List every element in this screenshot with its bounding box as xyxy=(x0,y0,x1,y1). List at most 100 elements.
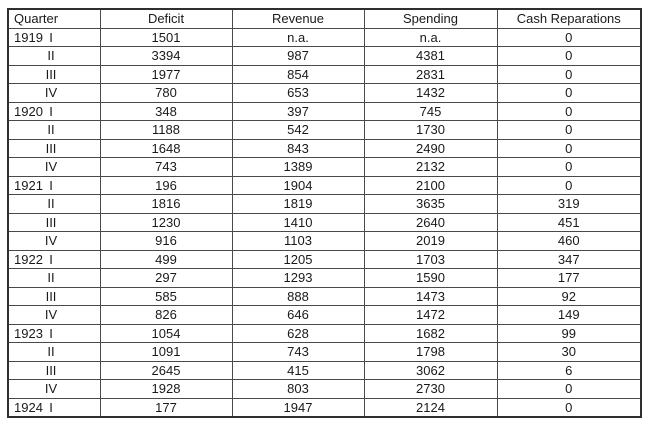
cell-spending: n.a. xyxy=(363,27,498,47)
cell-revenue: 843 xyxy=(231,138,365,158)
cell-deficit: 1977 xyxy=(99,64,233,84)
cell-deficit: 297 xyxy=(99,268,233,288)
cell-cash-reparations: 0 xyxy=(496,157,642,177)
cell-cash-reparations: 319 xyxy=(496,194,642,214)
column-header-cash-reparations: Cash Reparations xyxy=(496,8,642,29)
cell-revenue: 1410 xyxy=(231,212,365,232)
cell-quarter: 1920 I xyxy=(7,101,101,121)
cell-spending: 2490 xyxy=(363,138,498,158)
column-header-revenue: Revenue xyxy=(231,8,365,29)
year-label: 1920 xyxy=(14,103,43,119)
cell-spending: 2132 xyxy=(363,157,498,177)
cell-spending: 1432 xyxy=(363,83,498,103)
quarter-numeral: II xyxy=(47,196,55,211)
cell-quarter: IV xyxy=(7,157,101,177)
cell-spending: 1703 xyxy=(363,249,498,269)
cell-revenue: 743 xyxy=(231,342,365,362)
cell-revenue: 542 xyxy=(231,120,365,140)
cell-deficit: 1230 xyxy=(99,212,233,232)
cell-deficit: 196 xyxy=(99,175,233,195)
cell-quarter: IV xyxy=(7,83,101,103)
cell-deficit: 585 xyxy=(99,286,233,306)
cell-revenue: 803 xyxy=(231,379,365,399)
cell-cash-reparations: 0 xyxy=(496,101,642,121)
cell-deficit: 1501 xyxy=(99,27,233,47)
cell-deficit: 1928 xyxy=(99,379,233,399)
cell-quarter: III xyxy=(7,286,101,306)
table-row: III 585 888 1473 92 xyxy=(7,286,642,306)
quarter-numeral: I xyxy=(49,399,53,415)
cell-revenue: 397 xyxy=(231,101,365,121)
cell-quarter: 1923 I xyxy=(7,323,101,343)
quarter-numeral: II xyxy=(47,122,55,137)
quarter-numeral: IV xyxy=(44,85,58,100)
cell-spending: 1473 xyxy=(363,286,498,306)
cell-deficit: 780 xyxy=(99,83,233,103)
cell-spending: 3635 xyxy=(363,194,498,214)
cell-quarter: IV xyxy=(7,231,101,251)
cell-deficit: 826 xyxy=(99,305,233,325)
table-row: III 2645 415 3062 6 xyxy=(7,360,642,380)
cell-quarter: II xyxy=(7,194,101,214)
cell-spending: 2831 xyxy=(363,64,498,84)
table-row: III 1648 843 2490 0 xyxy=(7,138,642,158)
cell-cash-reparations: 0 xyxy=(496,397,642,418)
cell-spending: 2640 xyxy=(363,212,498,232)
cell-cash-reparations: 92 xyxy=(496,286,642,306)
cell-revenue: 1205 xyxy=(231,249,365,269)
table-row: 1921 I 196 1904 2100 0 xyxy=(7,175,642,195)
cell-quarter: 1922 I xyxy=(7,249,101,269)
cell-spending: 2019 xyxy=(363,231,498,251)
cell-revenue: 1103 xyxy=(231,231,365,251)
cell-cash-reparations: 0 xyxy=(496,64,642,84)
quarter-numeral: III xyxy=(45,66,57,82)
cell-revenue: 854 xyxy=(231,64,365,84)
cell-revenue: 628 xyxy=(231,323,365,343)
cell-quarter: IV xyxy=(7,305,101,325)
cell-cash-reparations: 149 xyxy=(496,305,642,325)
cell-quarter: III xyxy=(7,64,101,84)
quarter-numeral: III xyxy=(45,288,57,304)
table-row: III 1977 854 2831 0 xyxy=(7,64,642,84)
quarter-numeral: I xyxy=(49,29,53,45)
cell-cash-reparations: 0 xyxy=(496,120,642,140)
column-header-quarter: Quarter xyxy=(7,8,101,29)
quarter-numeral: IV xyxy=(44,381,58,396)
cell-deficit: 3394 xyxy=(99,46,233,66)
cell-spending: 1682 xyxy=(363,323,498,343)
cell-cash-reparations: 0 xyxy=(496,138,642,158)
cell-spending: 1730 xyxy=(363,120,498,140)
table-row: II 3394 987 4381 0 xyxy=(7,46,642,66)
table-row: II 297 1293 1590 177 xyxy=(7,268,642,288)
cell-deficit: 1054 xyxy=(99,323,233,343)
year-label: 1919 xyxy=(14,29,43,45)
data-table-container: Quarter Deficit Revenue Spending Cash Re… xyxy=(7,8,642,418)
quarter-numeral: I xyxy=(49,251,53,267)
quarter-numeral: II xyxy=(47,344,55,359)
cell-deficit: 1188 xyxy=(99,120,233,140)
cell-cash-reparations: 460 xyxy=(496,231,642,251)
cell-cash-reparations: 177 xyxy=(496,268,642,288)
cell-revenue: 653 xyxy=(231,83,365,103)
cell-spending: 2100 xyxy=(363,175,498,195)
cell-spending: 4381 xyxy=(363,46,498,66)
table-row: 1920 I 348 397 745 0 xyxy=(7,101,642,121)
cell-cash-reparations: 30 xyxy=(496,342,642,362)
cell-cash-reparations: 99 xyxy=(496,323,642,343)
year-label: 1924 xyxy=(14,399,43,415)
cell-revenue: n.a. xyxy=(231,27,365,47)
quarter-numeral: III xyxy=(45,214,57,230)
quarter-numeral: III xyxy=(45,362,57,378)
table-row: 1922 I 499 1205 1703 347 xyxy=(7,249,642,269)
cell-revenue: 415 xyxy=(231,360,365,380)
quarter-numeral: IV xyxy=(44,307,58,322)
quarter-numeral: I xyxy=(49,325,53,341)
cell-quarter: II xyxy=(7,120,101,140)
cell-spending: 1472 xyxy=(363,305,498,325)
table-row: II 1091 743 1798 30 xyxy=(7,342,642,362)
cell-deficit: 1091 xyxy=(99,342,233,362)
cell-cash-reparations: 6 xyxy=(496,360,642,380)
column-header-spending: Spending xyxy=(363,8,498,29)
quarter-numeral: IV xyxy=(44,159,58,174)
table-row: IV 826 646 1472 149 xyxy=(7,305,642,325)
